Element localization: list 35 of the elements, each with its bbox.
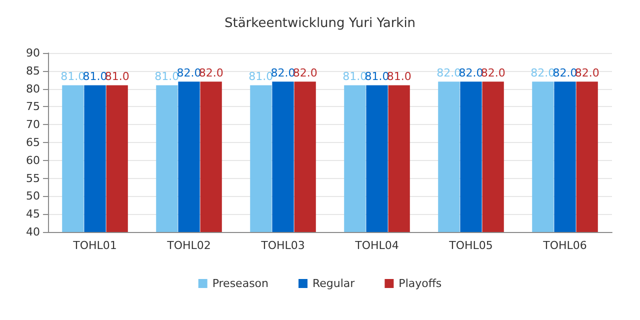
y-tick-label: 75 [26,100,40,114]
data-label: 81.0 [342,70,368,84]
y-tick-label: 55 [26,172,40,185]
y-tick-label: 50 [26,190,40,203]
x-tick-label: TOHL05 [448,239,493,252]
data-label: 82.0 [530,66,556,80]
x-tick-label: TOHL03 [260,239,305,252]
data-label: 81.0 [82,70,108,84]
y-tick-label: 80 [26,82,40,96]
x-tick-label: TOHL04 [354,239,399,252]
x-tick-label: TOHL02 [166,239,211,252]
data-label: 82.0 [480,66,506,80]
data-label: 82.0 [574,66,600,80]
data-label: 82.0 [458,66,484,80]
legend-label: Preseason [212,277,269,290]
y-tick-label: 90 [26,46,40,60]
data-label: 81.0 [386,70,412,84]
data-label: 81.0 [104,70,130,84]
y-tick-label: 40 [26,226,40,238]
data-label: 81.0 [60,70,86,84]
y-tick-label: 60 [26,154,40,167]
legend-label: Regular [312,277,356,290]
chart-title: Stärkeentwicklung Yuri Yarkin [224,16,416,31]
x-tick-label: TOHL06 [542,239,587,252]
y-tick-label: 85 [26,64,40,78]
data-label: 82.0 [198,66,224,80]
data-label: 82.0 [292,66,318,80]
y-tick-label: 70 [26,118,40,132]
y-tick-label: 65 [26,136,40,149]
data-label: 81.0 [364,70,390,84]
y-tick-label: 45 [26,208,40,221]
legend-label: Playoffs [398,277,442,290]
data-label: 82.0 [552,66,578,80]
data-label: 82.0 [436,66,462,80]
x-tick-label: TOHL01 [72,239,117,252]
